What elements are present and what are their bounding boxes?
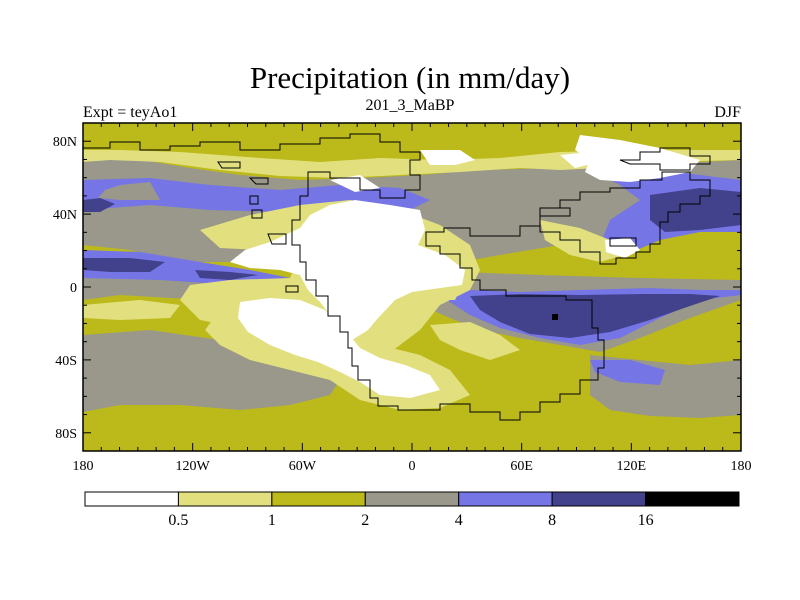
x-tick-label: 0	[409, 459, 416, 474]
y-tick-label: 80N	[53, 135, 77, 150]
x-tick-label: 60E	[510, 459, 533, 474]
coastline-north	[619, 147, 711, 171]
coastlines	[83, 133, 711, 421]
colorbar-swatch	[271, 491, 366, 507]
coastline-islands	[217, 161, 637, 293]
colorbar-label: 0.5	[168, 512, 188, 529]
colorbar: 0.5 1 2 4 8 16	[84, 491, 740, 529]
colorbar-swatch	[84, 491, 179, 507]
colorbar-label: 8	[548, 512, 556, 529]
x-axis-labels: 180 120W 60W 0 60E 120E 180	[73, 459, 752, 474]
x-tick-label: 120E	[617, 459, 647, 474]
axis-ticks	[82, 122, 742, 452]
y-tick-label: 40S	[55, 354, 77, 369]
x-tick-label: 180	[73, 459, 94, 474]
colorbar-swatch	[177, 491, 273, 507]
colorbar-swatch	[458, 491, 553, 507]
x-tick-label: 180	[731, 459, 752, 474]
x-tick-label: 60W	[289, 459, 317, 474]
colorbar-label: 1	[268, 512, 276, 529]
subtitle-right: DJF	[714, 104, 741, 121]
colorbar-label: 16	[638, 512, 654, 529]
subtitle-center: 201_3_MaBP	[366, 97, 455, 114]
colorbar-label: 2	[361, 512, 369, 529]
y-tick-label: 80S	[55, 427, 77, 442]
colorbar-swatch	[364, 491, 460, 507]
subtitle-left: Expt = teyAo1	[83, 104, 177, 121]
field-gt-16	[552, 314, 558, 320]
y-tick-label: 0	[70, 281, 77, 296]
chart-title: Precipitation (in mm/day)	[250, 60, 570, 95]
coastline-main-continent	[83, 133, 711, 421]
y-tick-label: 40N	[53, 208, 77, 223]
colorbar-label: 4	[455, 512, 463, 529]
contour-field	[83, 123, 741, 451]
colorbar-swatch	[551, 491, 647, 507]
x-tick-label: 120W	[176, 459, 211, 474]
y-axis-labels: 80N 40N 0 40S 80S	[53, 135, 77, 442]
colorbar-swatch	[645, 491, 740, 507]
